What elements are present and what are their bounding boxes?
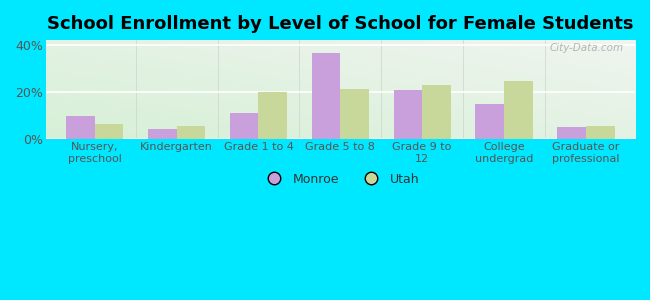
Bar	[259, 92, 287, 139]
Bar	[341, 88, 369, 139]
Bar	[177, 126, 205, 139]
Title: School Enrollment by Level of School for Female Students: School Enrollment by Level of School for…	[47, 15, 634, 33]
Bar	[393, 90, 422, 139]
Bar	[95, 124, 124, 139]
Bar	[557, 128, 586, 139]
Bar	[504, 81, 533, 139]
Text: City-Data.com: City-Data.com	[549, 43, 623, 53]
Bar	[230, 113, 259, 139]
Bar	[312, 53, 341, 139]
Bar	[475, 104, 504, 139]
Bar	[148, 129, 177, 139]
Legend: Monroe, Utah: Monroe, Utah	[257, 167, 424, 190]
Bar	[422, 85, 451, 139]
Bar	[66, 116, 95, 139]
Bar	[586, 126, 614, 139]
